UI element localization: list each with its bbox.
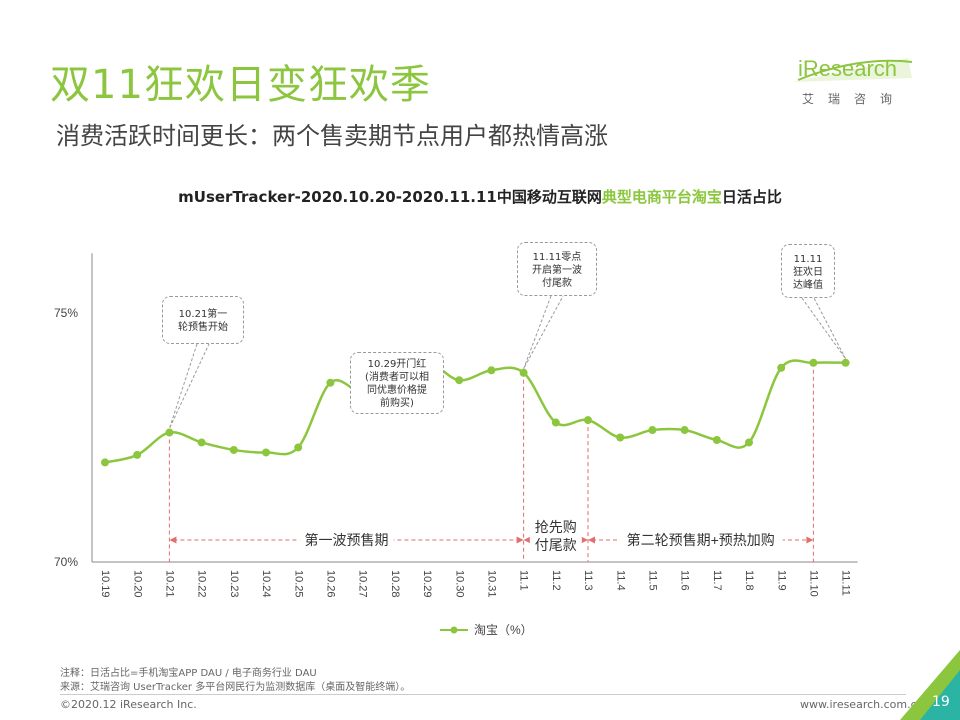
period-arrow-left-icon [588, 536, 595, 544]
data-point [487, 366, 496, 375]
page-title: 双11狂欢日变狂欢季 [50, 62, 431, 108]
x-tick-label: 10.30 [453, 570, 465, 598]
chart-title: mUserTracker-2020.10.20-2020.11.11中国移动互联… [0, 186, 960, 207]
data-point [841, 358, 850, 367]
chart-title-prefix: mUserTracker-2020.10.20-2020.11.11中国移动互联… [178, 188, 602, 206]
data-point [745, 438, 753, 447]
series-line-taobao [104, 359, 846, 464]
x-tick-label: 11.11 [840, 570, 852, 596]
y-tick-label: 75% [54, 306, 78, 320]
data-point [809, 358, 818, 367]
callout-box: 11.11 狂欢日 达峰值 [781, 244, 835, 298]
period-label-bg [529, 516, 582, 560]
data-point [165, 428, 174, 437]
x-tick-label: 10.26 [324, 570, 336, 598]
footer-divider [60, 694, 906, 695]
legend-marker-icon [450, 626, 458, 634]
data-point [294, 443, 303, 452]
data-point [455, 376, 464, 385]
data-point [133, 450, 142, 459]
page-subtitle: 消费活跃时间更长：两个售卖期节点用户都热情高涨 [56, 122, 608, 150]
x-tick-label: 10.24 [260, 570, 272, 598]
data-point [197, 438, 206, 447]
x-tick-label: 10.25 [292, 570, 304, 598]
x-tick-label: 11.9 [775, 570, 787, 591]
period-arrow-left-icon [523, 536, 531, 544]
x-tick-label: 10.27 [357, 570, 369, 598]
x-tick-label: 10.22 [196, 570, 208, 598]
chart-title-suffix: 日活占比 [721, 188, 782, 206]
period-label: 第一波预售期 [305, 532, 389, 548]
logo-chinese-name: 艾瑞咨询 [802, 92, 907, 106]
x-tick-label: 10.29 [421, 570, 433, 598]
data-point [519, 368, 528, 377]
x-tick-label: 11.6 [679, 570, 691, 591]
x-tick-label: 11.2 [550, 570, 562, 591]
callout-box: 10.29开门红 (消费者可以相 同优惠价格提 前购买) [350, 352, 444, 414]
corner-decoration-icon [900, 650, 960, 720]
callout-box: 11.11零点 开启第一波 付尾款 [517, 242, 597, 296]
x-tick-label: 11.5 [646, 570, 658, 591]
chart-title-highlight: 典型电商平台淘宝 [601, 188, 722, 206]
x-tick-label: 10.21 [163, 570, 175, 598]
data-point [326, 378, 335, 387]
page-number: 19 [932, 694, 950, 710]
footnote: 注释：日活占比=手机淘宝APP DAU / 电子商务行业 DAU [60, 668, 317, 679]
period-label: 付尾款 [535, 537, 577, 553]
data-point [584, 416, 592, 425]
x-tick-label: 11.7 [711, 570, 723, 591]
copyright: ©2020.12 iResearch Inc. [60, 698, 197, 711]
x-tick-label: 11.8 [743, 570, 755, 591]
data-point [551, 418, 560, 427]
period-arrow-right-icon [581, 536, 588, 544]
data-point [648, 426, 657, 435]
period-label: 抢先购 [535, 519, 577, 535]
data-point [262, 448, 270, 457]
period-arrow-right-icon [806, 536, 814, 544]
callout-pointer [168, 343, 210, 429]
period-arrow-left-icon [169, 536, 177, 544]
logo-brand: iResearch [798, 56, 898, 81]
data-point [616, 433, 625, 442]
x-tick-label: 10.31 [485, 570, 497, 598]
data-point [229, 445, 238, 454]
x-tick-label: 10.23 [228, 570, 240, 598]
x-tick-label: 11.3 [582, 570, 594, 591]
x-tick-label: 10.19 [99, 570, 111, 598]
callout-box: 10.21第一 轮预售开始 [162, 296, 244, 344]
line-chart: 70% 75% 10.19 10.20 10.21 10.22 10.23 10.24 10.2… [54, 253, 858, 637]
callout-pointer [523, 295, 564, 369]
data-point [101, 458, 109, 467]
data-point [777, 363, 786, 372]
period-label: 第二轮预售期+预热加购 [627, 532, 775, 548]
callout-pointer [801, 297, 847, 360]
period-arrow-right-icon [516, 536, 524, 544]
data-point [712, 435, 721, 444]
x-tick-label: 10.20 [131, 570, 143, 598]
period-label-bg [618, 530, 783, 550]
website-link[interactable]: www.iresearch.com.cn [800, 698, 924, 711]
legend-label: 淘宝（%） [474, 623, 533, 637]
y-tick-label: 70% [54, 555, 78, 569]
x-tick-label: 11.1 [518, 570, 530, 591]
logo-leaf-icon [792, 58, 913, 82]
x-tick-label: 10.28 [389, 570, 401, 598]
x-tick-label: 11.4 [614, 570, 626, 591]
period-label-bg [299, 530, 394, 550]
data-point [680, 426, 689, 435]
iresearch-logo: iResearch 艾瑞咨询 [788, 56, 918, 116]
source-note: 来源：艾瑞咨询 UserTracker 多平台网民行为监测数据库（桌面及智能终端… [60, 682, 411, 693]
x-tick-label: 11.10 [807, 570, 819, 597]
